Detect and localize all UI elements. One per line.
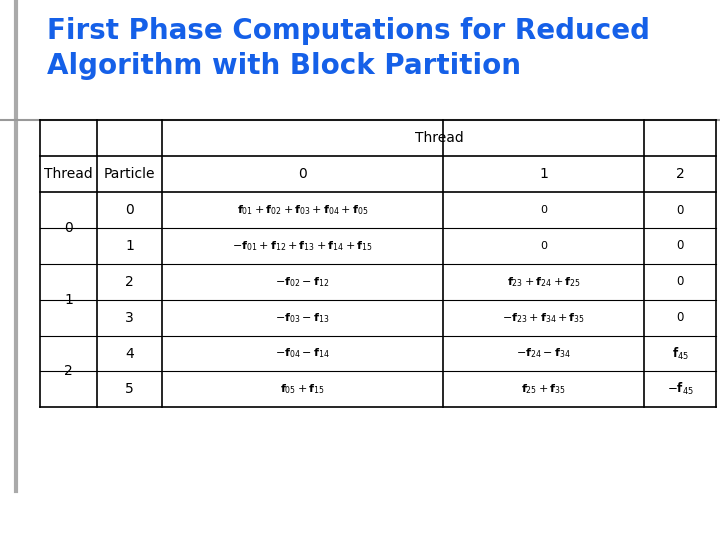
Text: MORGAN KAUFMANN: MORGAN KAUFMANN [18,527,76,532]
Text: 1: 1 [539,167,548,181]
Text: 2: 2 [676,167,685,181]
Text: $\mathbf{f}_{01}+\mathbf{f}_{02}+\mathbf{f}_{03}+\mathbf{f}_{04}+\mathbf{f}_{05}: $\mathbf{f}_{01}+\mathbf{f}_{02}+\mathbf… [237,203,368,217]
Text: 0: 0 [540,205,547,215]
Text: $-\mathbf{f}_{24}-\mathbf{f}_{34}$: $-\mathbf{f}_{24}-\mathbf{f}_{34}$ [516,347,571,361]
Text: 30: 30 [679,508,698,523]
Text: $\mathbf{f}_{23}+\mathbf{f}_{24}+\mathbf{f}_{25}$: $\mathbf{f}_{23}+\mathbf{f}_{24}+\mathbf… [507,275,580,289]
Text: $-\mathbf{f}_{02}-\mathbf{f}_{12}$: $-\mathbf{f}_{02}-\mathbf{f}_{12}$ [275,275,330,289]
Text: $\mathbf{f}_{45}$: $\mathbf{f}_{45}$ [672,346,689,362]
Text: 0: 0 [677,275,684,288]
Text: 0: 0 [64,221,73,235]
Text: 1: 1 [64,293,73,307]
Text: 0: 0 [125,203,134,217]
Text: $-\mathbf{f}_{04}-\mathbf{f}_{14}$: $-\mathbf{f}_{04}-\mathbf{f}_{14}$ [275,347,330,361]
Text: Thread: Thread [415,131,464,145]
Text: $\mathbf{f}_{05}+\mathbf{f}_{15}$: $\mathbf{f}_{05}+\mathbf{f}_{15}$ [280,382,325,396]
Text: 3: 3 [125,310,134,325]
Text: 2: 2 [64,364,73,379]
Text: Thread: Thread [44,167,93,181]
Text: MK: MK [18,500,55,520]
Text: $-\mathbf{f}_{03}-\mathbf{f}_{13}$: $-\mathbf{f}_{03}-\mathbf{f}_{13}$ [275,311,330,325]
Text: $-\mathbf{f}_{45}$: $-\mathbf{f}_{45}$ [667,381,694,397]
Text: 4: 4 [125,347,134,361]
Text: First Phase Computations for Reduced
Algorithm with Block Partition: First Phase Computations for Reduced Alg… [47,17,649,80]
Text: 0: 0 [677,239,684,252]
Text: $\mathbf{f}_{25}+\mathbf{f}_{35}$: $\mathbf{f}_{25}+\mathbf{f}_{35}$ [521,382,566,396]
Text: 5: 5 [125,382,134,396]
Text: 0: 0 [677,204,684,217]
Text: 2: 2 [125,275,134,289]
Text: 1: 1 [125,239,134,253]
Text: 0: 0 [677,311,684,324]
Text: $-\mathbf{f}_{01}+\mathbf{f}_{12}+\mathbf{f}_{13}+\mathbf{f}_{14}+\mathbf{f}_{15: $-\mathbf{f}_{01}+\mathbf{f}_{12}+\mathb… [232,239,373,253]
Text: Particle: Particle [104,167,156,181]
Text: Copyright © 2010, Elsevier Inc. All rights Reserved: Copyright © 2010, Elsevier Inc. All righ… [200,509,520,522]
Text: 0: 0 [540,241,547,251]
Text: $-\mathbf{f}_{23}+\mathbf{f}_{34}+\mathbf{f}_{35}$: $-\mathbf{f}_{23}+\mathbf{f}_{34}+\mathb… [502,311,585,325]
Text: 0: 0 [298,167,307,181]
